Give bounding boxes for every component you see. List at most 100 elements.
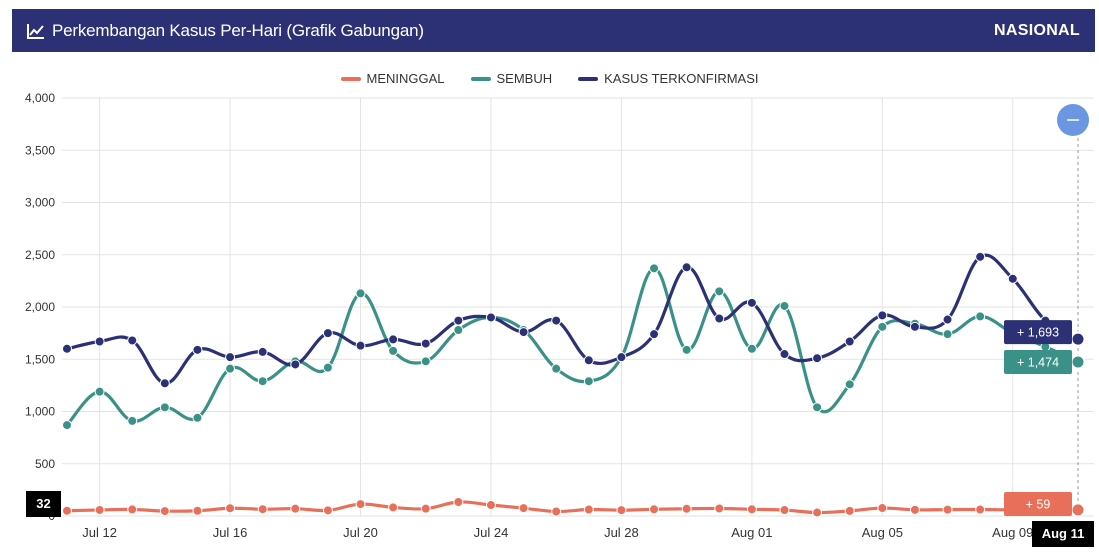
data-point[interactable]: [909, 321, 920, 332]
data-point[interactable]: [62, 505, 72, 516]
data-point[interactable]: [225, 503, 236, 514]
data-point[interactable]: [388, 502, 399, 513]
data-point[interactable]: [779, 505, 790, 516]
data-point[interactable]: [355, 340, 366, 351]
data-point[interactable]: [355, 288, 366, 299]
data-point[interactable]: [779, 349, 790, 360]
data-point[interactable]: [551, 506, 562, 517]
data-point[interactable]: [94, 336, 105, 347]
data-point[interactable]: [322, 362, 333, 373]
data-point[interactable]: [62, 343, 72, 354]
data-point[interactable]: [127, 335, 138, 346]
data-point[interactable]: [714, 503, 725, 514]
tooltip-recovered: [1004, 349, 1072, 374]
data-point[interactable]: [681, 503, 692, 514]
data-point[interactable]: [649, 263, 660, 274]
data-point[interactable]: [290, 359, 301, 370]
data-point[interactable]: [975, 504, 986, 515]
data-point[interactable]: [453, 496, 464, 507]
data-point[interactable]: [62, 420, 72, 431]
data-point[interactable]: [583, 355, 594, 366]
data-point[interactable]: [616, 352, 627, 363]
data-point[interactable]: [746, 504, 757, 515]
chart-title-wrap: Perkembangan Kasus Per-Hari (Grafik Gabu…: [26, 9, 424, 52]
data-point[interactable]: [159, 506, 170, 517]
data-point[interactable]: [551, 315, 562, 326]
data-point[interactable]: [942, 504, 953, 515]
data-point[interactable]: [257, 376, 268, 387]
legend-item-kasus-terkonfirmasi[interactable]: KASUS TERKONFIRMASI: [578, 71, 758, 86]
data-point[interactable]: [681, 262, 692, 273]
data-point[interactable]: [1070, 354, 1086, 370]
data-point[interactable]: [127, 504, 138, 515]
data-point[interactable]: [322, 328, 333, 339]
legend-swatch: [340, 76, 361, 81]
data-point[interactable]: [192, 505, 203, 516]
data-point[interactable]: [94, 504, 105, 515]
data-point[interactable]: [714, 286, 725, 297]
data-point[interactable]: [485, 312, 496, 323]
data-point[interactable]: [485, 500, 496, 511]
data-point[interactable]: [257, 346, 268, 357]
data-point[interactable]: [453, 324, 464, 335]
data-point[interactable]: [388, 345, 399, 356]
x-tick-label: Aug 01: [731, 525, 772, 540]
data-point[interactable]: [551, 363, 562, 374]
data-point[interactable]: [127, 415, 138, 426]
data-point[interactable]: [1070, 502, 1086, 518]
data-point[interactable]: [844, 336, 855, 347]
data-point[interactable]: [877, 321, 888, 332]
data-point[interactable]: [909, 504, 920, 515]
data-point[interactable]: [616, 505, 627, 516]
y-tick-label: 500: [35, 457, 55, 471]
data-point[interactable]: [714, 313, 725, 324]
data-point[interactable]: [975, 311, 986, 322]
data-point[interactable]: [649, 504, 660, 515]
legend-item-sembuh[interactable]: SEMBUH: [470, 71, 552, 86]
data-point[interactable]: [518, 327, 529, 338]
data-point[interactable]: [420, 503, 431, 514]
data-point[interactable]: [290, 503, 301, 514]
data-point[interactable]: [583, 504, 594, 515]
data-point[interactable]: [812, 402, 823, 413]
chart-legend: MENINGGAL SEMBUH KASUS TERKONFIRMASI: [0, 71, 1099, 86]
data-point[interactable]: [877, 310, 888, 321]
data-point[interactable]: [746, 297, 757, 308]
data-point[interactable]: [388, 334, 399, 345]
data-point[interactable]: [1007, 273, 1018, 284]
data-point[interactable]: [812, 353, 823, 364]
data-point[interactable]: [1070, 331, 1086, 347]
data-point[interactable]: [159, 402, 170, 413]
data-point[interactable]: [420, 338, 431, 349]
data-point[interactable]: [583, 376, 594, 387]
data-point[interactable]: [975, 251, 986, 262]
data-point[interactable]: [812, 507, 823, 518]
chart-header: Perkembangan Kasus Per-Hari (Grafik Gabu…: [12, 9, 1095, 52]
data-point[interactable]: [681, 344, 692, 355]
y-tick-label: 2,500: [25, 248, 55, 262]
data-point[interactable]: [942, 329, 953, 340]
data-point[interactable]: [420, 356, 431, 367]
data-point[interactable]: [225, 363, 236, 374]
legend-item-meninggal[interactable]: MENINGGAL: [340, 71, 445, 86]
data-point[interactable]: [877, 503, 888, 514]
data-point[interactable]: [257, 504, 268, 515]
chart-title: Perkembangan Kasus Per-Hari (Grafik Gabu…: [52, 20, 424, 40]
legend-label: KASUS TERKONFIRMASI: [604, 71, 759, 86]
data-point[interactable]: [225, 352, 236, 363]
data-point[interactable]: [844, 505, 855, 516]
data-point[interactable]: [355, 499, 366, 510]
data-point[interactable]: [844, 379, 855, 390]
data-point[interactable]: [192, 412, 203, 423]
data-point[interactable]: [746, 343, 757, 354]
data-point[interactable]: [649, 329, 660, 340]
data-point[interactable]: [453, 315, 464, 326]
data-point[interactable]: [192, 344, 203, 355]
data-point[interactable]: [942, 314, 953, 325]
data-point[interactable]: [94, 386, 105, 397]
data-point[interactable]: [159, 378, 170, 389]
data-point[interactable]: [322, 505, 333, 516]
data-point[interactable]: [518, 503, 529, 514]
data-point[interactable]: [779, 300, 790, 311]
